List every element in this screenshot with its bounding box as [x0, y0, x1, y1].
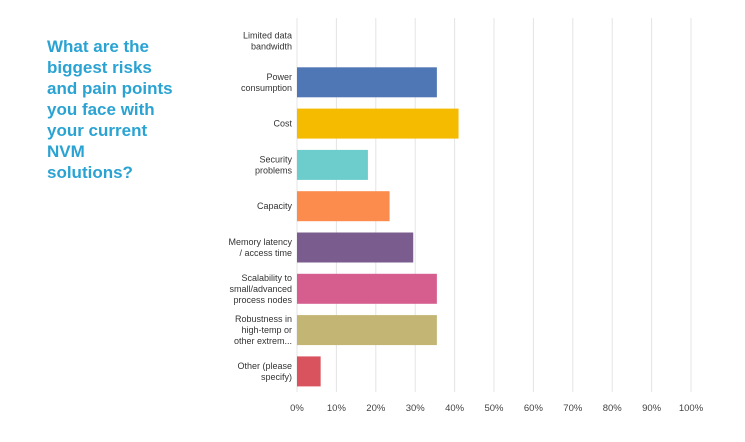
category-label: specify)	[261, 372, 292, 382]
x-tick-label: 70%	[563, 403, 583, 414]
bar	[297, 149, 368, 180]
x-tick-label: 80%	[603, 403, 623, 414]
x-tick-label: 90%	[642, 403, 662, 414]
category-label: Robustness in	[235, 314, 292, 324]
question-title: What are the biggest risks and pain poin…	[47, 36, 197, 183]
bars	[297, 67, 459, 387]
x-tick-label: 30%	[406, 403, 426, 414]
question-line: your current	[47, 121, 148, 140]
bar	[297, 67, 437, 98]
x-tick-label: 100%	[679, 403, 704, 414]
category-label: process nodes	[233, 295, 292, 305]
bar	[297, 108, 459, 139]
category-label: high-temp or	[241, 325, 292, 335]
x-tick-label: 60%	[524, 403, 544, 414]
bar	[297, 191, 390, 222]
category-label: Capacity	[257, 201, 293, 211]
x-tick-label: 10%	[327, 403, 347, 414]
question-line: NVM	[47, 142, 85, 161]
bar	[297, 315, 437, 346]
category-label: Scalability to	[241, 273, 292, 283]
category-label: Cost	[273, 119, 292, 129]
bar	[297, 356, 321, 387]
question-line: solutions?	[47, 163, 133, 182]
question-line: and pain points	[47, 79, 173, 98]
category-label: small/advanced	[229, 284, 292, 294]
category-label: problems	[255, 165, 293, 175]
category-label: Other (please	[237, 361, 292, 371]
category-label: bandwidth	[251, 42, 292, 52]
category-label: Limited data	[243, 31, 292, 41]
question-line: What are the	[47, 37, 150, 56]
bar	[297, 273, 437, 304]
x-tick-label: 20%	[366, 403, 386, 414]
bar	[297, 232, 414, 263]
category-label: other extrem...	[234, 336, 292, 346]
question-line: you face with	[47, 100, 155, 119]
x-tick-label: 50%	[484, 403, 504, 414]
category-label: / access time	[239, 248, 292, 258]
category-label: Security	[259, 154, 292, 164]
x-axis-ticks: 0% 10% 20% 30% 40% 50% 60% 70% 80% 90% 100%	[290, 403, 704, 414]
category-label: Memory latency	[228, 237, 292, 247]
category-label: Power	[266, 72, 292, 82]
category-label: consumption	[241, 83, 292, 93]
question-line: biggest risks	[47, 58, 152, 77]
x-tick-label: 0%	[290, 403, 304, 414]
x-tick-label: 40%	[445, 403, 465, 414]
